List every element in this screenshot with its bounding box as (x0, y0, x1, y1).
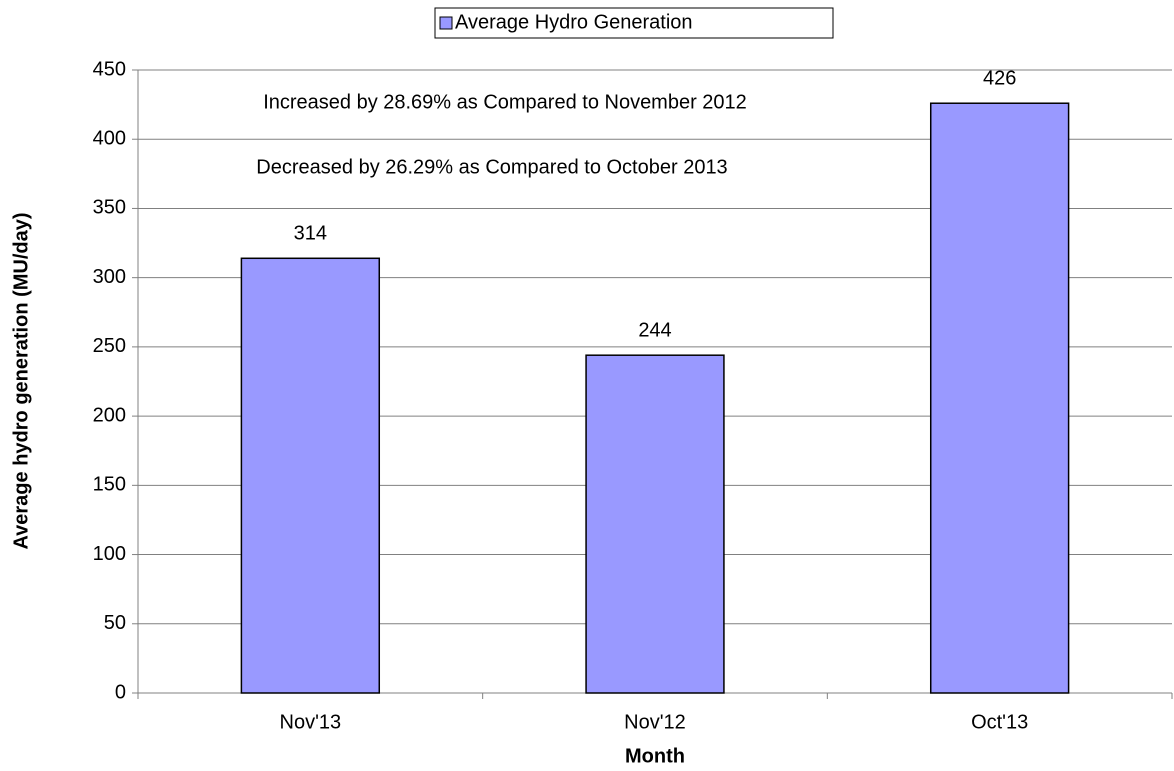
annotation: Increased by 28.69% as Compared to Novem… (263, 91, 747, 113)
y-tick-label: 0 (115, 681, 126, 703)
y-tick-label: 250 (93, 335, 126, 357)
bar (585, 354, 725, 694)
legend-label: Average Hydro Generation (455, 11, 693, 33)
data-label: 314 (294, 223, 327, 245)
data-label: 244 (638, 319, 671, 341)
y-axis-label: Average hydro generation (MU/day) (10, 212, 32, 549)
annotation: Decreased by 26.29% as Compared to Octob… (256, 156, 727, 178)
data-label: 426 (983, 68, 1016, 90)
legend-box (434, 7, 834, 39)
x-tick-label: Nov'12 (624, 711, 686, 733)
x-tick-label: Oct'13 (971, 711, 1028, 733)
bar (929, 102, 1070, 694)
x-tick-label: Nov'13 (280, 711, 342, 733)
bar (240, 257, 381, 694)
x-axis-label: Month (625, 745, 685, 767)
y-tick-label: 400 (93, 128, 126, 150)
y-tick-label: 150 (93, 474, 126, 496)
y-tick-label: 100 (93, 543, 126, 565)
y-tick-label: 200 (93, 404, 126, 426)
y-tick-label: 300 (93, 266, 126, 288)
y-tick-label: 350 (93, 197, 126, 219)
legend-swatch (439, 16, 453, 30)
y-tick-label: 50 (104, 612, 126, 634)
y-tick-label: 450 (93, 58, 126, 80)
